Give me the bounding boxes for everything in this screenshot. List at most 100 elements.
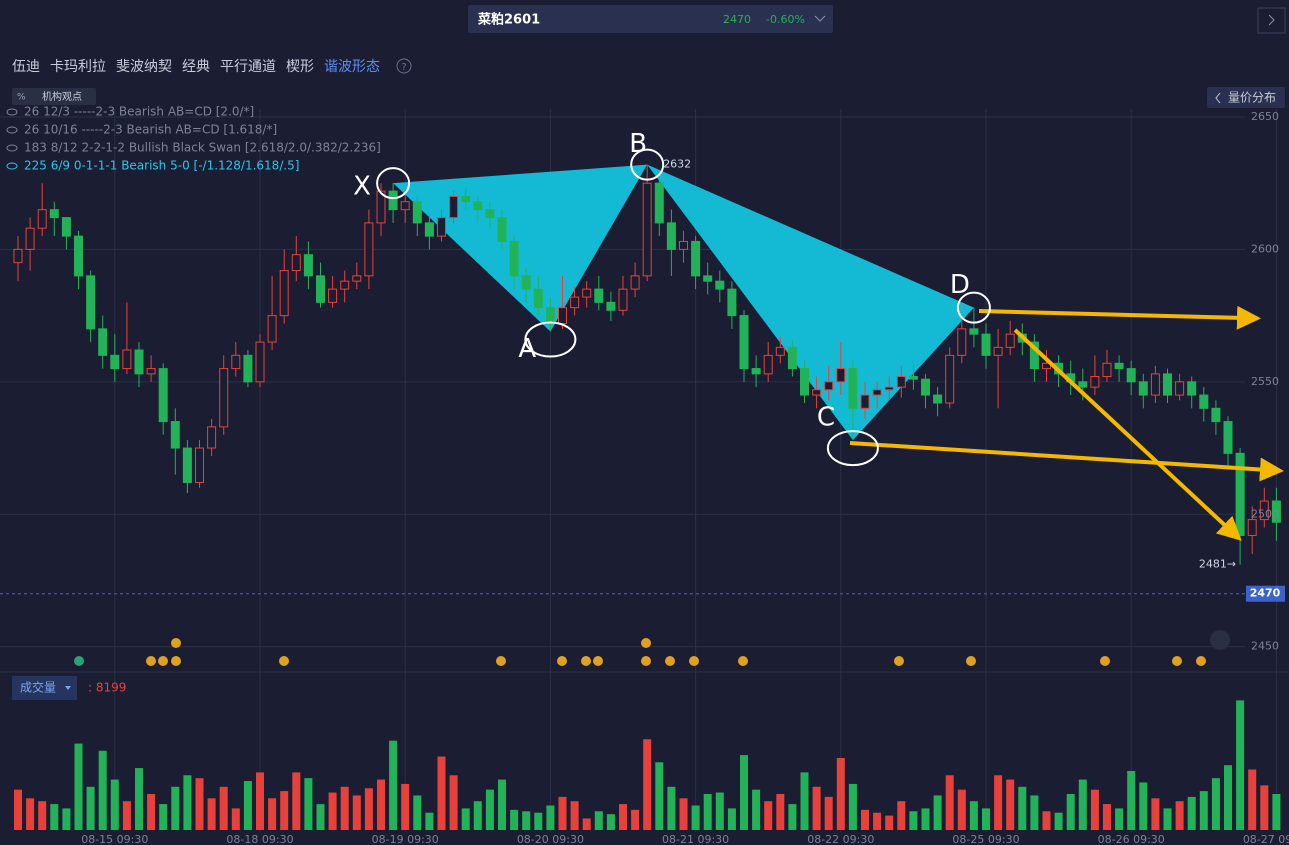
pattern-point-label: D <box>950 270 970 300</box>
volume-bar <box>1139 782 1148 830</box>
candle-body <box>1042 362 1051 370</box>
candle-body <box>328 288 338 303</box>
candle-body <box>74 235 83 277</box>
candle-body <box>497 217 507 242</box>
candle-body <box>703 275 713 282</box>
candle-body <box>896 376 906 388</box>
volume-bar <box>377 779 385 830</box>
candle-body <box>1102 362 1112 378</box>
candle-body <box>1211 407 1221 423</box>
volume-bar <box>848 783 857 830</box>
candle-body <box>110 354 120 370</box>
pattern-point <box>630 148 665 181</box>
candle-body <box>558 307 567 325</box>
volume-bar <box>50 804 59 830</box>
volume-bar <box>945 775 954 830</box>
x-tick-label: 08-21 09:30 <box>662 833 729 845</box>
volume-bar <box>655 762 664 830</box>
candle-body <box>908 376 918 380</box>
pattern-entry[interactable]: 183 8/12 2-2-1-2 Bullish Black Swan [2.6… <box>24 141 381 155</box>
candle-body <box>400 201 410 211</box>
volume-bar <box>764 801 773 830</box>
pattern-entry[interactable]: 26 10/16 -----2-3 Bearish AB=CD [1.618/*… <box>24 123 277 137</box>
candle-body <box>715 280 725 290</box>
toolbar-tab[interactable]: 经典 <box>182 59 210 75</box>
help-mark: ? <box>401 62 406 73</box>
badge-box[interactable] <box>12 88 96 105</box>
volume-bar <box>1078 779 1087 830</box>
candle-body <box>219 368 229 428</box>
x-tick-label: 08-26 09:30 <box>1098 833 1165 845</box>
candle-body <box>872 389 882 396</box>
y-tick-label: 2550 <box>1251 375 1279 388</box>
candle-body <box>86 275 96 330</box>
volume-bar <box>1272 794 1281 830</box>
candle-body <box>800 368 809 396</box>
candle-body <box>437 217 446 237</box>
toolbar-tab[interactable]: 伍迪 <box>12 59 40 75</box>
volume-bar <box>110 779 119 830</box>
volume-bar <box>1127 770 1136 830</box>
candle-body <box>13 248 23 264</box>
arrow <box>849 441 1284 482</box>
high-label: 2632 <box>663 158 691 171</box>
volume-bar <box>449 775 458 830</box>
candle-body <box>303 254 313 277</box>
candle-body <box>1187 381 1197 396</box>
volume-bar <box>1175 801 1184 830</box>
candle-body <box>739 315 749 370</box>
candle-body <box>606 301 616 311</box>
volume-bar <box>280 791 289 830</box>
candle-body <box>98 328 108 356</box>
volume-dropdown <box>65 686 71 690</box>
volume-bar <box>691 805 700 830</box>
candle-body <box>993 346 1003 356</box>
volume-bar <box>800 772 809 830</box>
badge: 机构观点 <box>42 90 82 103</box>
candle-body <box>473 201 483 211</box>
x-tick-label: 08-25 09:30 <box>952 833 1019 845</box>
candle-body <box>763 354 773 375</box>
pattern-point <box>524 321 577 358</box>
candle-body <box>594 288 604 303</box>
candle-body <box>316 275 325 303</box>
volume-bar <box>667 786 676 830</box>
toolbar-tab[interactable]: 楔形 <box>286 59 314 75</box>
volume-bar <box>546 805 555 830</box>
candle-body <box>570 296 580 309</box>
panel-button: 量价分布 <box>1228 91 1276 105</box>
toolbar-tab[interactable]: 斐波纳契 <box>116 59 172 75</box>
volume-bar <box>594 811 603 830</box>
y-tick-label: 2650 <box>1251 110 1279 123</box>
volume-reading: : 8199 <box>88 681 126 695</box>
candle-body <box>182 447 192 483</box>
expand-button[interactable] <box>1257 7 1286 34</box>
volume-bar <box>1030 795 1039 830</box>
candle-body <box>860 394 870 409</box>
scroll-button[interactable] <box>1210 630 1230 650</box>
volume-bar <box>1236 700 1245 830</box>
pattern-entry[interactable]: 26 12/3 -----2-3 Bearish AB=CD [2.0/*] <box>24 105 254 119</box>
volume-bar <box>1199 791 1208 830</box>
candle-body <box>158 368 168 423</box>
candle-body <box>340 280 350 290</box>
candle-body <box>1029 341 1039 370</box>
volume-bar <box>425 812 434 830</box>
volume-bar <box>933 795 942 830</box>
low-label: 2481→ <box>1199 558 1236 571</box>
symbol-box[interactable] <box>468 5 833 33</box>
help-icon[interactable] <box>396 58 412 74</box>
candle-body <box>122 349 132 370</box>
toolbar-tab[interactable]: 卡玛利拉 <box>50 59 106 75</box>
volume-title-box[interactable] <box>12 676 77 700</box>
volume-bar <box>885 815 894 830</box>
toolbar-tab[interactable]: 谐波形态 <box>324 59 380 75</box>
toolbar-tab[interactable]: 平行通道 <box>220 59 276 75</box>
candle-body <box>1114 362 1124 370</box>
volume-bar <box>1260 785 1269 830</box>
volume-bar <box>98 750 107 830</box>
panel-button-box[interactable] <box>1207 87 1285 108</box>
pattern-entry[interactable]: 225 6/9 0-1-1-1 Bearish 5-0 [-/1.128/1.6… <box>24 159 300 173</box>
candle-body <box>679 240 688 250</box>
volume-bar <box>1224 765 1232 830</box>
